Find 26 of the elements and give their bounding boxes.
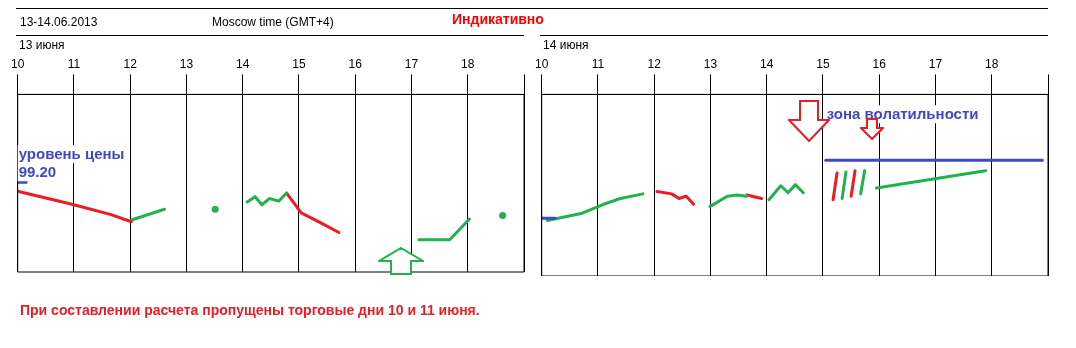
x-tick-label: 10 [10, 56, 25, 71]
x-tick-label: 15 [816, 56, 830, 71]
x-tick-label: 11 [67, 56, 81, 71]
x-tick-label: 12 [123, 56, 138, 71]
x-tick-label: 11 [591, 56, 605, 71]
x-tick-label: 16 [348, 56, 363, 71]
x-tick-label: 18 [461, 56, 475, 71]
annotation: зона волатильности [826, 104, 979, 122]
chart-title: 13-14.06.2013 [20, 15, 98, 29]
text: Moscow time (GMT+4) [212, 15, 334, 29]
text: Индикативно [452, 11, 544, 27]
x-tick-label: 17 [928, 56, 943, 71]
x-tick-label: 17 [404, 56, 419, 71]
chart-subtitle: 13 июня [19, 38, 65, 52]
x-tick-label: 14 [236, 56, 250, 71]
x-tick-label: 18 [985, 56, 999, 71]
text: При составлении расчета пропущены торговые дни 10 и 11 июня. [20, 302, 481, 318]
x-tick-label: 14 [760, 56, 774, 71]
x-tick-label: 10 [534, 56, 549, 71]
x-tick-label: 13 [179, 56, 194, 71]
annotation: уровень цены 99.20 [18, 144, 125, 180]
x-tick-label: 13 [703, 56, 718, 71]
x-tick-label: 16 [872, 56, 887, 71]
x-tick-label: 15 [292, 56, 306, 71]
chart-subtitle: 14 июня [543, 38, 589, 52]
x-tick-label: 12 [647, 56, 662, 71]
